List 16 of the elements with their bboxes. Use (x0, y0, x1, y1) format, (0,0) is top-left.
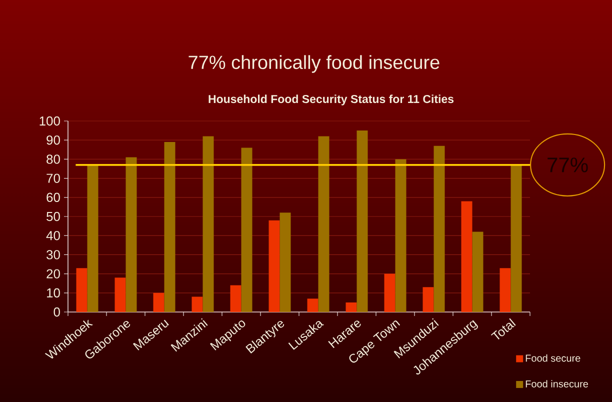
y-tick-label: 90 (46, 135, 60, 145)
chart-subtitle: Household Food Security Status for 11 Cities (208, 94, 454, 106)
y-tick-label: 100 (40, 116, 60, 126)
y-tick-label: 60 (46, 192, 60, 202)
legend-label: Food insecure (526, 380, 588, 388)
y-tick-label: 80 (46, 154, 60, 164)
y-tick-label: 10 (47, 288, 60, 298)
ref-line-label: 77% (548, 158, 588, 172)
y-tick-label: 40 (46, 230, 60, 240)
y-tick-label: 50 (46, 212, 60, 222)
y-tick-label: 30 (46, 250, 60, 260)
legend-label: Food secure (526, 354, 580, 362)
y-tick-label: 0 (54, 307, 60, 317)
chart-title: 77% chronically food insecure (188, 55, 440, 73)
y-tick-label: 70 (46, 174, 60, 183)
y-tick-label: 20 (46, 269, 60, 278)
